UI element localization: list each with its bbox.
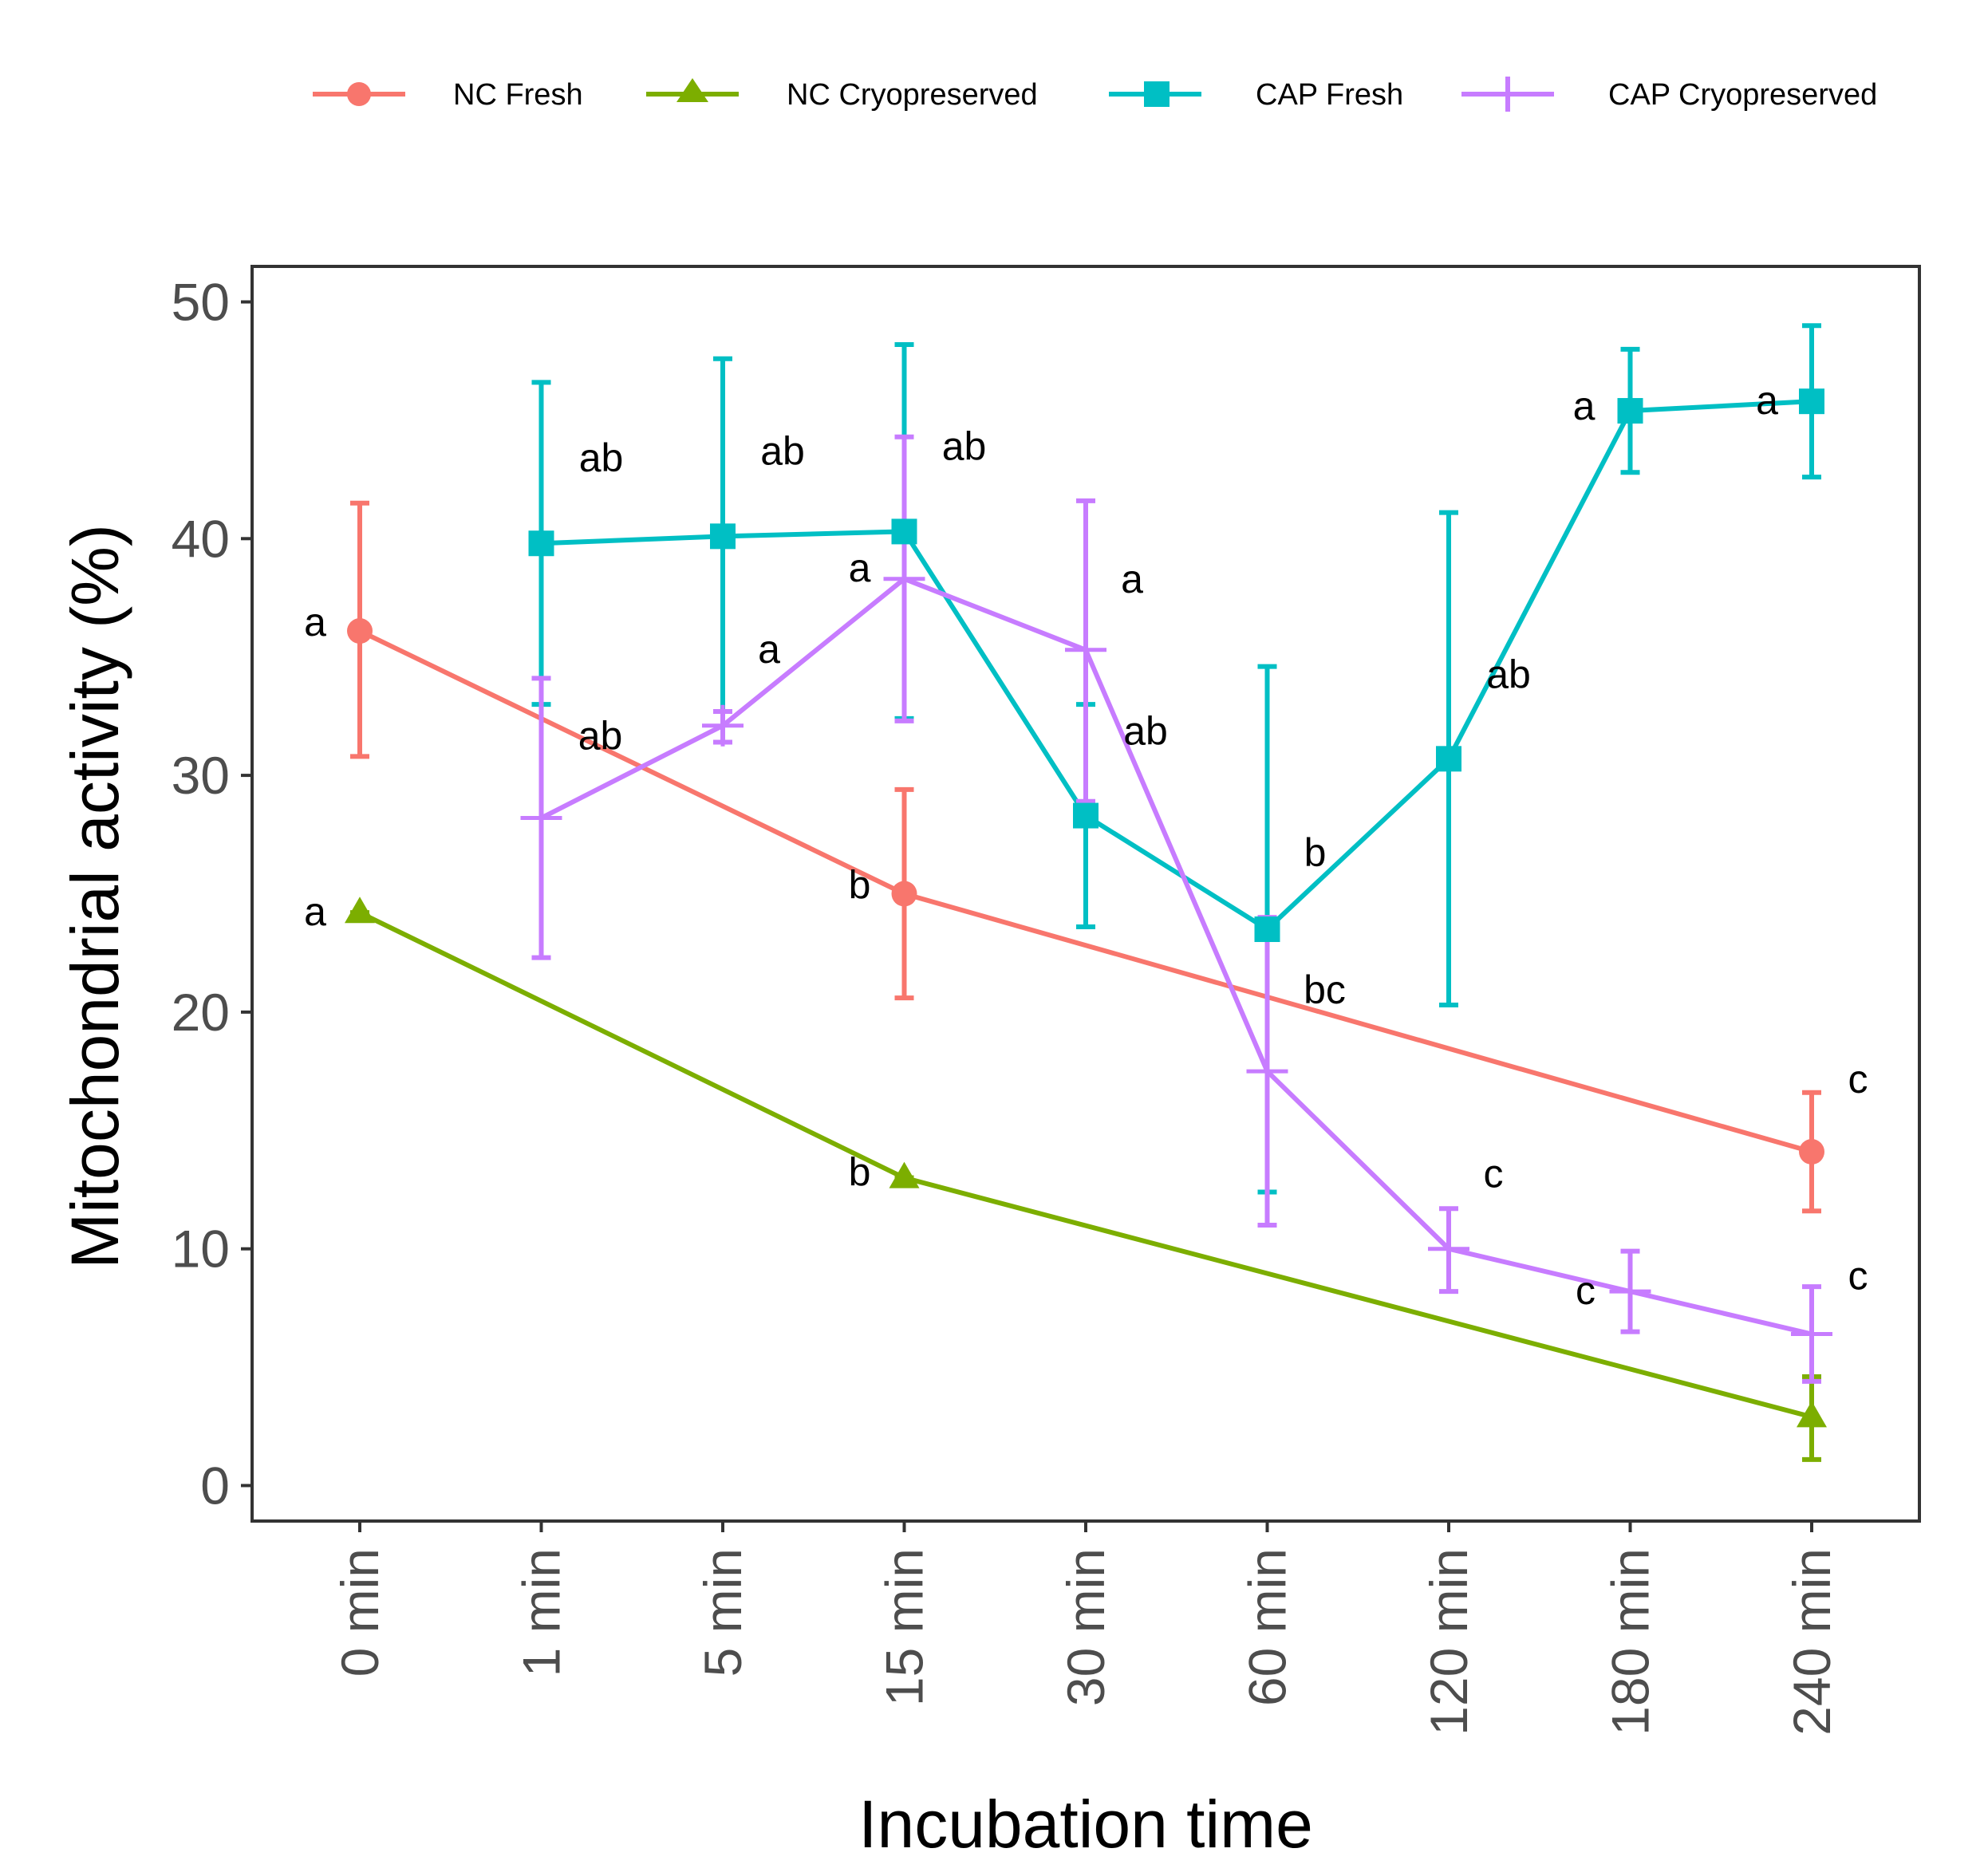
sig-label-cap-cryopreserved-120-min: c <box>1484 1152 1504 1196</box>
x-tick-label-120-min: 120 min <box>1419 1548 1478 1736</box>
point-nc-cryopreserved-240-min <box>1797 1401 1827 1428</box>
sig-label-cap-fresh-240-min: a <box>1756 378 1778 423</box>
point-cap-fresh-120-min <box>1436 746 1461 772</box>
y-axis: 0 10 20 30 40 50 <box>172 273 252 1515</box>
point-nc-fresh-0-min <box>347 618 373 644</box>
y-tick-label-30: 30 <box>172 746 230 805</box>
point-cap-fresh-180-min <box>1617 398 1643 424</box>
point-cap-cryopreserved-60-min <box>1246 1050 1288 1093</box>
point-cap-fresh-60-min <box>1254 916 1280 943</box>
legend-key-marker-nc-cryopreserved <box>676 78 708 102</box>
point-cap-fresh-15-min <box>891 518 917 545</box>
sig-label-cap-cryopreserved-1-min: ab <box>578 714 623 759</box>
legend-label-cap-fresh: CAP Fresh <box>1256 78 1403 112</box>
legend-label-nc-fresh: NC Fresh <box>453 78 583 112</box>
sig-label-cap-cryopreserved-180-min: c <box>1576 1268 1596 1313</box>
point-cap-fresh-30-min <box>1073 802 1099 829</box>
x-axis: 0 min 1 min 5 min 15 min 30 min 60 min 120 min… <box>330 1521 1841 1736</box>
x-tick-label-0-min: 0 min <box>330 1548 389 1677</box>
sig-label-nc-fresh-15-min: b <box>849 863 871 908</box>
point-cap-cryopreserved-5-min <box>702 704 744 747</box>
x-tick-label-240-min: 240 min <box>1782 1548 1841 1736</box>
y-tick-label-50: 50 <box>172 273 230 332</box>
sig-label-cap-cryopreserved-30-min: a <box>1121 557 1143 601</box>
sig-label-cap-cryopreserved-5-min: a <box>758 627 780 672</box>
y-tick-label-10: 10 <box>172 1220 230 1279</box>
point-cap-cryopreserved-15-min <box>883 558 925 600</box>
x-tick-label-60-min: 60 min <box>1238 1548 1297 1706</box>
point-cap-cryopreserved-120-min <box>1428 1228 1469 1270</box>
x-tick-label-15-min: 15 min <box>875 1548 934 1706</box>
point-cap-fresh-240-min <box>1799 388 1824 415</box>
sig-label-nc-fresh-240-min: c <box>1848 1057 1868 1102</box>
legend-label-nc-cryopreserved: NC Cryopreserved <box>787 78 1038 112</box>
point-nc-cryopreserved-15-min <box>889 1161 920 1188</box>
sig-label-cap-fresh-180-min: a <box>1573 384 1596 428</box>
legend: NC Fresh NC Cryopreserved CAP Fresh CAP … <box>313 77 1877 112</box>
legend-item-nc-fresh: NC Fresh <box>313 78 583 112</box>
point-cap-cryopreserved-30-min <box>1065 629 1106 671</box>
x-tick-label-30-min: 30 min <box>1056 1548 1115 1706</box>
y-tick-label-20: 20 <box>172 983 230 1042</box>
x-axis-title: Incubation time <box>858 1787 1313 1862</box>
legend-key-marker-cap-fresh <box>1144 81 1170 107</box>
sig-label-nc-cryopreserved-15-min: b <box>849 1150 871 1195</box>
sig-label-cap-fresh-5-min: ab <box>760 428 805 473</box>
sig-label-nc-fresh-0-min: a <box>304 600 326 644</box>
point-nc-cryopreserved-0-min <box>345 897 375 924</box>
x-tick-label-5-min: 5 min <box>693 1548 752 1677</box>
x-tick-label-1-min: 1 min <box>512 1548 571 1677</box>
legend-item-cap-cryopreserved: CAP Cryopreserved <box>1461 77 1877 112</box>
sig-label-cap-fresh-60-min: b <box>1304 830 1327 875</box>
point-cap-cryopreserved-1-min <box>520 797 562 839</box>
legend-key-marker-nc-fresh <box>347 82 371 106</box>
sig-label-cap-fresh-30-min: ab <box>1123 709 1168 754</box>
y-tick-label-0: 0 <box>200 1456 230 1515</box>
legend-item-cap-fresh: CAP Fresh <box>1109 78 1403 112</box>
legend-label-cap-cryopreserved: CAP Cryopreserved <box>1608 78 1877 112</box>
series-line-cap-fresh <box>541 399 1812 932</box>
series-line-cap-cryopreserved <box>540 576 1812 1337</box>
point-markers <box>345 388 1832 1428</box>
sig-label-cap-cryopreserved-60-min: bc <box>1304 968 1346 1012</box>
sig-label-nc-cryopreserved-0-min: a <box>304 889 326 934</box>
point-cap-cryopreserved-180-min <box>1609 1271 1651 1313</box>
sig-label-cap-cryopreserved-15-min: a <box>849 546 871 590</box>
point-cap-cryopreserved-240-min <box>1791 1313 1832 1355</box>
sig-label-cap-cryopreserved-240-min: c <box>1848 1254 1868 1299</box>
point-nc-fresh-240-min <box>1799 1139 1824 1165</box>
sig-label-cap-fresh-1-min: ab <box>579 436 624 480</box>
legend-item-nc-cryopreserved: NC Cryopreserved <box>646 78 1038 112</box>
y-tick-label-40: 40 <box>172 509 230 568</box>
point-nc-fresh-15-min <box>891 881 917 907</box>
point-cap-fresh-1-min <box>528 530 554 557</box>
x-tick-label-180-min: 180 min <box>1601 1548 1660 1736</box>
y-axis-title: Mitochondrial activity (%) <box>57 524 132 1269</box>
sig-label-cap-fresh-120-min: ab <box>1486 652 1531 696</box>
point-cap-fresh-5-min <box>710 523 736 550</box>
sig-label-cap-fresh-15-min: ab <box>942 424 987 468</box>
